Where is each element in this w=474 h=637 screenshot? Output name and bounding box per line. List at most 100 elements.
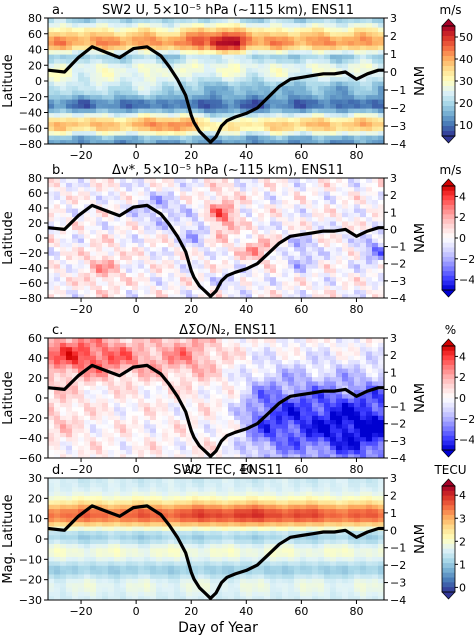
heatmap-cell bbox=[120, 363, 127, 369]
heatmap-cell bbox=[300, 268, 307, 273]
heatmap-cell bbox=[324, 359, 331, 365]
heatmap-cell bbox=[144, 139, 151, 144]
heatmap-cell bbox=[78, 402, 85, 408]
heatmap-cell bbox=[216, 90, 223, 96]
heatmap-cell bbox=[330, 393, 337, 399]
heatmap-cell bbox=[306, 402, 313, 408]
heatmap-cell bbox=[294, 355, 301, 361]
heatmap-cell bbox=[84, 436, 91, 442]
heatmap-cell bbox=[54, 182, 61, 188]
heatmap-cell bbox=[162, 54, 169, 60]
heatmap-cell bbox=[120, 225, 127, 231]
heatmap-cell bbox=[378, 263, 384, 269]
heatmap-cell bbox=[228, 58, 235, 64]
heatmap-cell bbox=[54, 49, 61, 55]
heatmap-cell bbox=[126, 380, 133, 386]
heatmap-cell bbox=[168, 99, 175, 105]
heatmap-cell bbox=[96, 350, 103, 356]
heatmap-cell bbox=[216, 453, 223, 458]
heatmap-cell bbox=[360, 216, 367, 222]
heatmap-cell bbox=[210, 363, 217, 369]
heatmap-cell bbox=[324, 195, 331, 201]
heatmap-cell bbox=[156, 415, 163, 421]
heatmap-cell bbox=[264, 342, 271, 348]
heatmap-cell bbox=[48, 199, 55, 205]
heatmap-cell bbox=[72, 203, 79, 209]
heatmap-cell bbox=[228, 238, 235, 243]
heatmap-cell bbox=[348, 415, 355, 421]
heatmap-cell bbox=[342, 280, 349, 286]
heatmap-cell bbox=[222, 342, 229, 348]
heatmap-cell bbox=[252, 376, 259, 382]
heatmap-cell bbox=[162, 428, 169, 433]
heatmap-cell bbox=[222, 346, 229, 352]
heatmap-cell bbox=[162, 31, 169, 37]
heatmap-cell bbox=[54, 85, 61, 91]
heatmap-cell bbox=[288, 229, 295, 235]
heatmap-cell bbox=[108, 126, 115, 132]
heatmap-cell bbox=[294, 108, 301, 114]
heatmap-cell bbox=[162, 272, 169, 278]
heatmap-cell bbox=[276, 195, 283, 201]
y-tick-label: −60 bbox=[19, 122, 42, 135]
heatmap-cell bbox=[366, 338, 373, 343]
heatmap-cell bbox=[246, 49, 253, 55]
heatmap-cell bbox=[48, 534, 55, 540]
heatmap-cell bbox=[282, 90, 289, 96]
heatmap-cell bbox=[330, 445, 337, 451]
heatmap-cell bbox=[78, 220, 85, 226]
heatmap-cell bbox=[210, 368, 217, 373]
heatmap-cell bbox=[78, 406, 85, 412]
heatmap-cell bbox=[342, 259, 349, 265]
heatmap-cell bbox=[228, 268, 235, 273]
heatmap-cell bbox=[198, 135, 205, 141]
heatmap-cell bbox=[306, 280, 313, 286]
heatmap-cell bbox=[102, 99, 109, 105]
heatmap-cell bbox=[108, 18, 115, 24]
heatmap-cell bbox=[108, 229, 115, 235]
heatmap-cell bbox=[54, 346, 61, 352]
heatmap-cell bbox=[48, 203, 55, 209]
heatmap-cell bbox=[132, 135, 139, 141]
heatmap-cell bbox=[306, 259, 313, 265]
heatmap-cell bbox=[78, 436, 85, 442]
heatmap-cell bbox=[204, 428, 211, 433]
y2-tick-label: −2 bbox=[390, 102, 406, 115]
heatmap-cell bbox=[138, 225, 145, 231]
heatmap-cell bbox=[216, 18, 223, 24]
heatmap-cell bbox=[342, 389, 349, 395]
heatmap-cell bbox=[108, 182, 115, 188]
colorbar-swatch bbox=[442, 101, 455, 107]
heatmap-cell bbox=[366, 436, 373, 442]
heatmap-cell bbox=[84, 389, 91, 395]
heatmap-cell bbox=[126, 250, 133, 256]
heatmap-cell bbox=[72, 355, 79, 361]
heatmap-cell bbox=[126, 280, 133, 286]
heatmap-cell bbox=[342, 453, 349, 458]
heatmap-cell bbox=[222, 212, 229, 218]
heatmap-cell bbox=[372, 440, 379, 446]
heatmap-cell bbox=[156, 72, 163, 78]
heatmap-cell bbox=[144, 72, 151, 78]
heatmap-cell bbox=[96, 58, 103, 64]
heatmap-cell bbox=[282, 376, 289, 382]
heatmap-cell bbox=[96, 406, 103, 412]
heatmap-cell bbox=[288, 225, 295, 231]
heatmap-cell bbox=[354, 415, 361, 421]
heatmap-cell bbox=[270, 423, 277, 429]
heatmap-cell bbox=[72, 276, 79, 282]
heatmap-cell bbox=[156, 350, 163, 356]
heatmap-cell bbox=[240, 99, 247, 105]
heatmap-cell bbox=[54, 398, 61, 403]
heatmap-cell bbox=[294, 85, 301, 91]
heatmap-cell bbox=[156, 410, 163, 416]
colorbar-swatch bbox=[442, 445, 455, 451]
heatmap-cell bbox=[192, 225, 199, 231]
heatmap-cell bbox=[198, 250, 205, 256]
heatmap-cell bbox=[180, 250, 187, 256]
heatmap-cell bbox=[348, 355, 355, 361]
heatmap-cell bbox=[228, 280, 235, 286]
heatmap-cell bbox=[72, 368, 79, 373]
heatmap-cell bbox=[210, 90, 217, 96]
heatmap-cell bbox=[60, 216, 67, 222]
